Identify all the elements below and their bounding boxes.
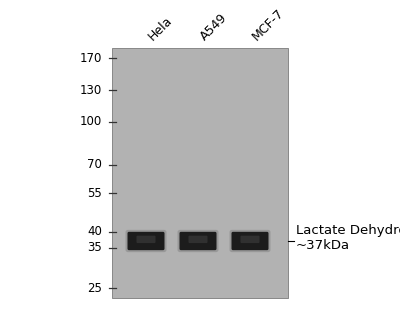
FancyBboxPatch shape: [136, 236, 156, 243]
Text: 55: 55: [87, 187, 102, 200]
FancyBboxPatch shape: [180, 232, 216, 250]
Text: A549: A549: [198, 11, 230, 43]
Text: 35: 35: [87, 241, 102, 254]
Text: 25: 25: [87, 282, 102, 294]
Bar: [112, 48, 288, 298]
Text: MCF-7: MCF-7: [250, 6, 287, 43]
FancyBboxPatch shape: [230, 230, 270, 252]
Text: ~37kDa: ~37kDa: [296, 239, 350, 252]
FancyBboxPatch shape: [128, 232, 164, 250]
Text: Lactate Dehydrogenase: Lactate Dehydrogenase: [296, 225, 400, 237]
FancyBboxPatch shape: [188, 236, 208, 243]
Text: 100: 100: [80, 115, 102, 128]
Text: 170: 170: [80, 52, 102, 65]
FancyBboxPatch shape: [232, 232, 268, 250]
FancyBboxPatch shape: [240, 236, 260, 243]
Text: 70: 70: [87, 158, 102, 171]
Text: 130: 130: [80, 84, 102, 97]
FancyBboxPatch shape: [126, 230, 166, 252]
FancyBboxPatch shape: [178, 230, 218, 252]
Text: Hela: Hela: [146, 14, 175, 43]
Text: 40: 40: [87, 225, 102, 238]
